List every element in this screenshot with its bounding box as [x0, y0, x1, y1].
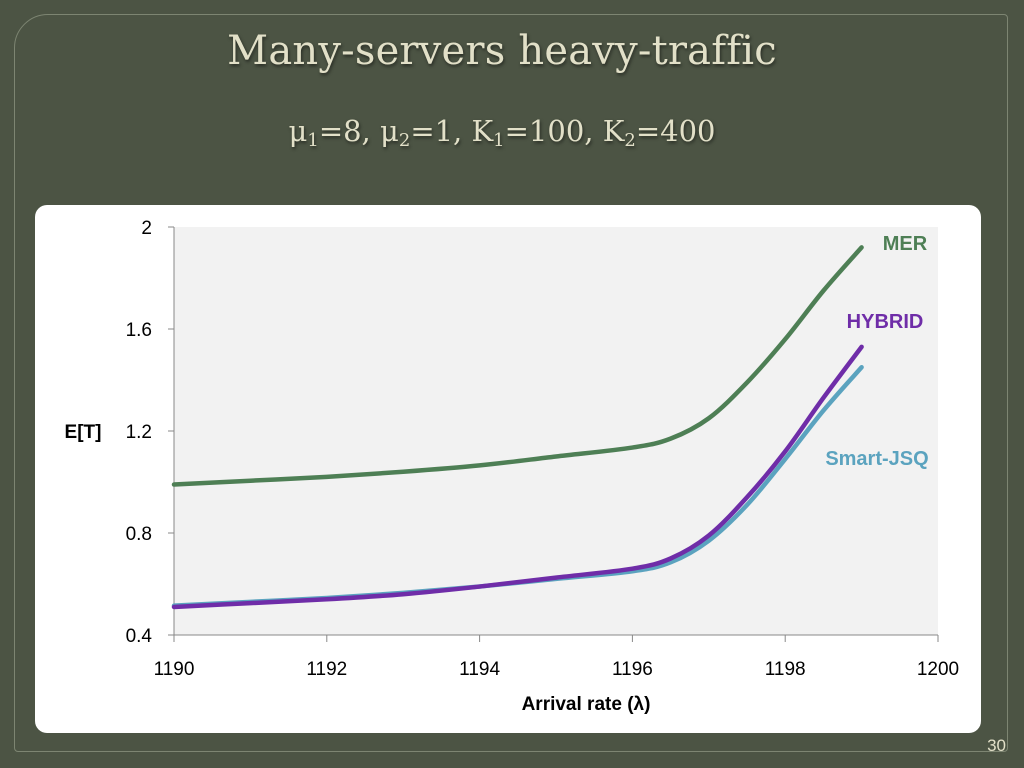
- subtitle-text: μ: [288, 114, 308, 148]
- y-tick-label: 0.8: [126, 524, 152, 545]
- page-number: 30: [987, 736, 1006, 755]
- series-label-smart-jsq: Smart-JSQ: [825, 448, 928, 470]
- plot-area: [174, 227, 938, 635]
- y-axis-label: E[T]: [65, 422, 102, 443]
- x-tick-label: 1190: [154, 659, 195, 680]
- x-tick-label: 1200: [917, 659, 959, 680]
- subtitle-text: =400: [635, 114, 716, 148]
- subtitle-text: =100, K: [504, 114, 625, 148]
- subtitle-subscript: 1: [493, 130, 505, 151]
- y-tick-label: 1.2: [126, 422, 152, 443]
- x-tick-label: 1196: [612, 659, 653, 680]
- x-axis-label: Arrival rate (λ): [522, 694, 651, 715]
- subtitle-text: =8, μ: [318, 114, 399, 148]
- x-tick-label: 1198: [765, 659, 806, 680]
- subtitle-subscript: 1: [307, 130, 319, 151]
- chart-card: 0.4 0.8 1.2 1.6 2 1190 1192 1194 1196 1198 1200 Arr…: [35, 205, 981, 733]
- x-tick-label: 1194: [459, 659, 500, 680]
- y-tick-label: 1.6: [126, 320, 152, 341]
- line-chart: 0.4 0.8 1.2 1.6 2 1190 1192 1194 1196 1198 1200 Arr…: [65, 218, 960, 715]
- subtitle-text: =1, K: [410, 114, 494, 148]
- series-label-hybrid: HYBRID: [847, 311, 924, 333]
- subtitle-subscript: 2: [624, 130, 636, 151]
- y-tick-label: 0.4: [126, 626, 153, 647]
- series-line-hybrid: [171, 344, 864, 610]
- y-tick-label: 2: [141, 218, 152, 239]
- series-line-mer: [171, 245, 864, 487]
- slide-title: Many-servers heavy-traffic: [227, 28, 777, 74]
- series-label-mer: MER: [883, 233, 928, 255]
- subtitle-subscript: 2: [398, 130, 411, 151]
- slide-subtitle: μ1=8, μ2=1, K1=100, K2=400: [0, 114, 1004, 151]
- x-tick-label: 1192: [306, 659, 347, 680]
- slide-frame: [14, 14, 1008, 752]
